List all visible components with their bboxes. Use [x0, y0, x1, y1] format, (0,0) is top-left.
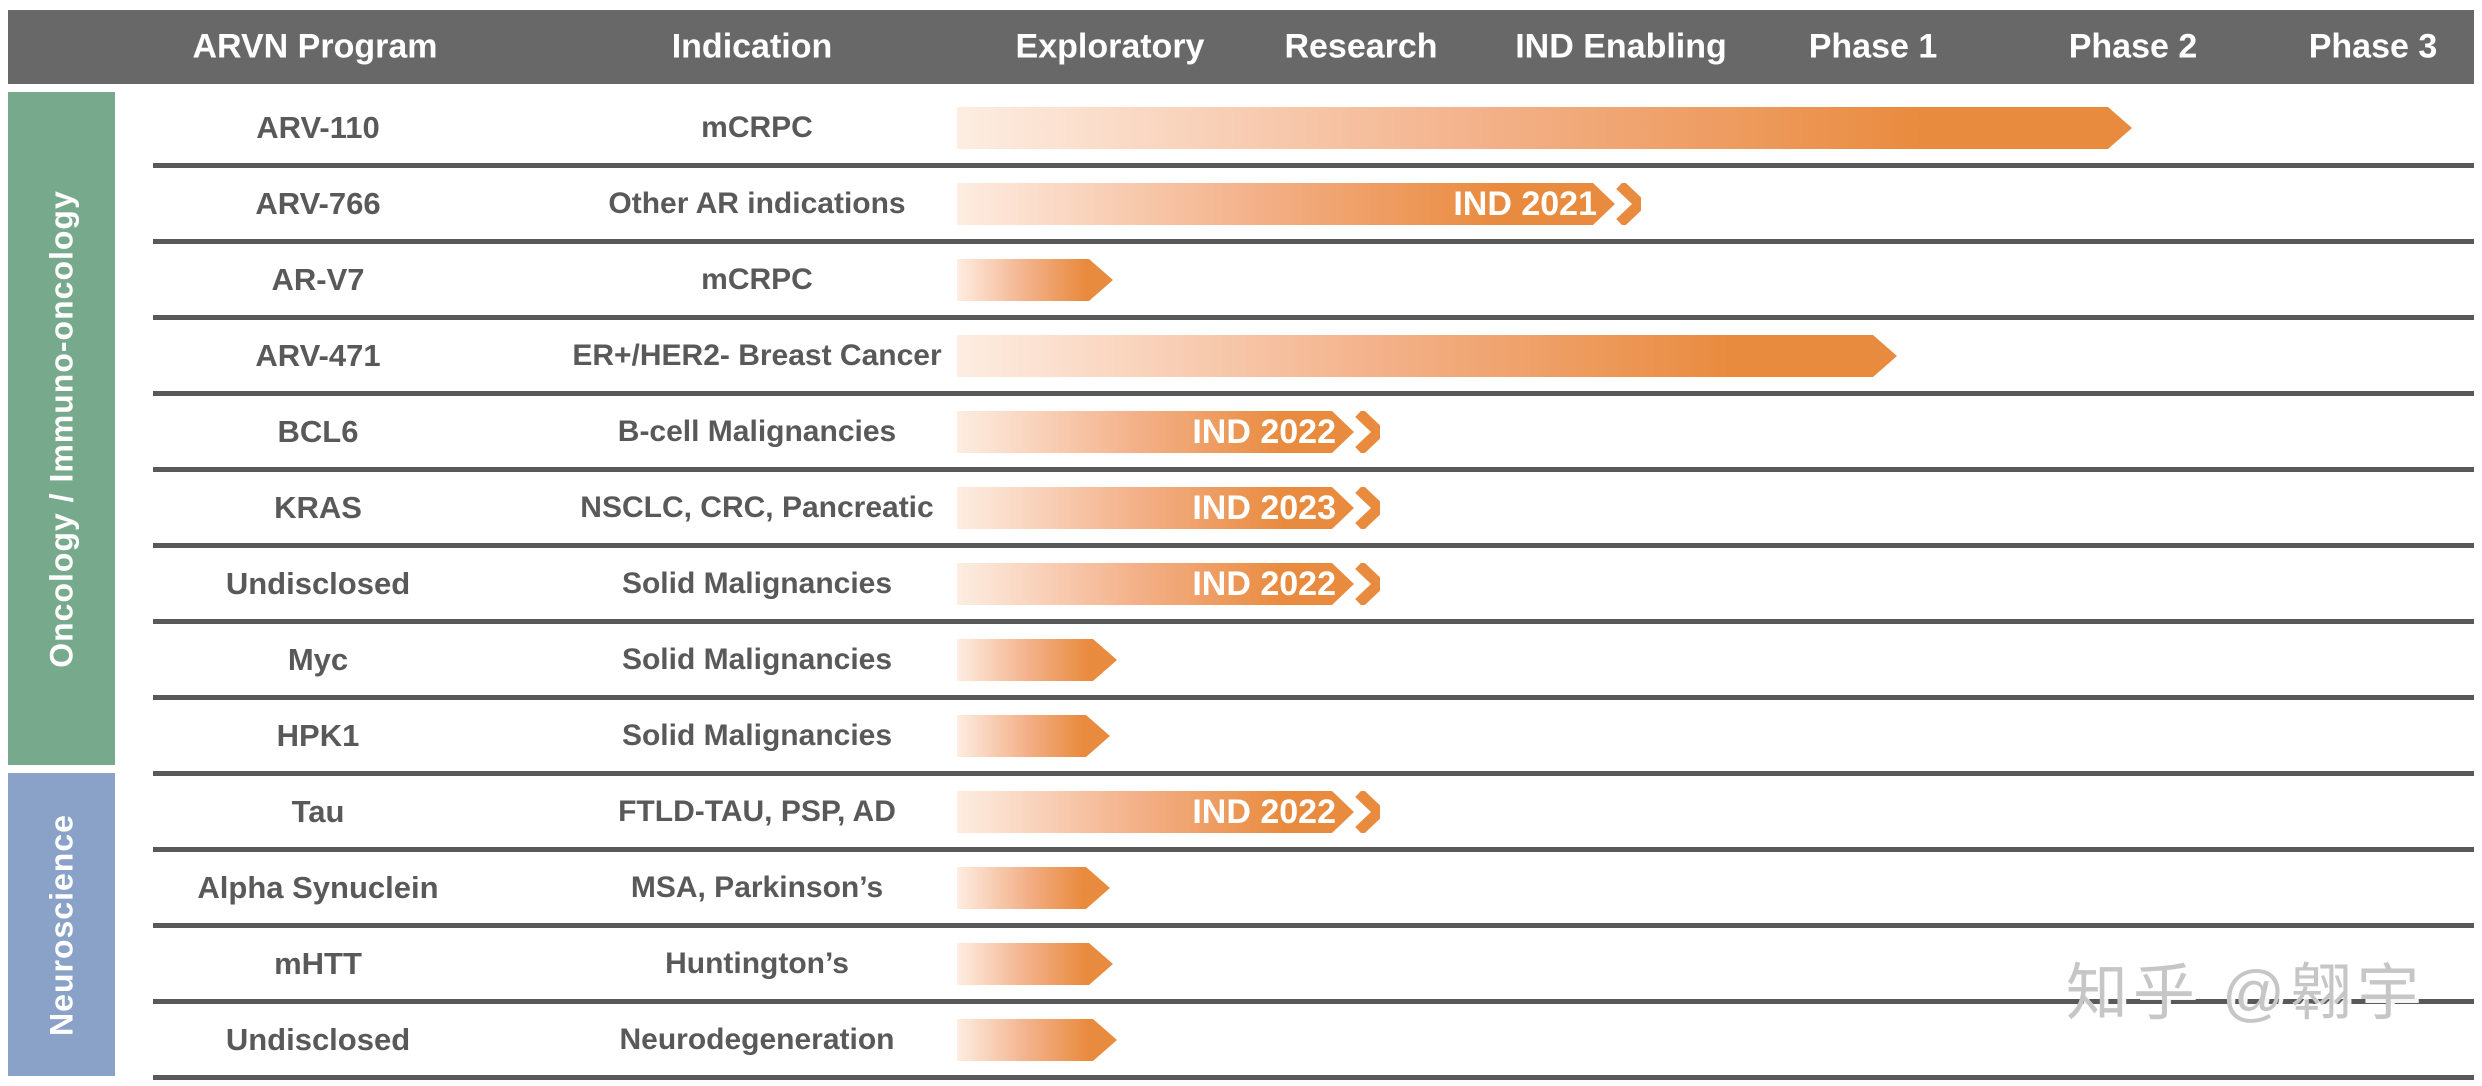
- ind-milestone-label: IND 2022: [1192, 793, 1336, 831]
- program-name: AR-V7: [271, 261, 365, 297]
- progress-arrow: [957, 259, 1113, 301]
- indication: Other AR indications: [608, 186, 906, 220]
- category-label-neuroscience: Neuroscience: [43, 813, 79, 1036]
- progress-arrow-with-milestone: IND 2021: [957, 183, 1641, 225]
- indication: Solid Malignancies: [621, 718, 893, 752]
- progress-arrow: [957, 335, 1897, 377]
- pipeline-row: Myc Solid Malignancies: [153, 624, 2474, 700]
- progress-arrow: [957, 1019, 1117, 1061]
- arrow-tip-chevron-icon: [1355, 791, 1380, 833]
- pipeline-row: Alpha Synuclein MSA, Parkinson’s: [153, 852, 2474, 928]
- program-name: mHTT: [274, 945, 362, 981]
- header-bar: ARVN Program Indication Exploratory Rese…: [8, 10, 2474, 84]
- indication: Huntington’s: [665, 946, 849, 980]
- pipeline-rows: ARV-110 mCRPC ARV-766 Other AR indicatio…: [153, 92, 2474, 1080]
- header-column-phase-3: Phase 3: [2308, 27, 2438, 66]
- program-name: Alpha Synuclein: [197, 869, 439, 905]
- progress-arrow-with-milestone: IND 2022: [957, 791, 1380, 833]
- arrow-tip-chevron-icon: [1355, 411, 1380, 453]
- program-name: HPK1: [276, 717, 360, 753]
- program-name: ARV-471: [255, 337, 381, 373]
- pipeline-row: ARV-110 mCRPC: [153, 92, 2474, 168]
- progress-arrow: [957, 867, 1110, 909]
- header-column-program: ARVN Program: [192, 27, 438, 66]
- pipeline-row: HPK1 Solid Malignancies: [153, 700, 2474, 776]
- indication: MSA, Parkinson’s: [630, 870, 884, 904]
- progress-arrow-with-milestone: IND 2023: [957, 487, 1380, 529]
- ind-milestone-label: IND 2023: [1192, 489, 1336, 527]
- progress-arrow: [957, 715, 1110, 757]
- progress-arrow-with-milestone: IND 2022: [957, 411, 1380, 453]
- progress-arrow: [957, 943, 1113, 985]
- progress-arrow: [957, 639, 1117, 681]
- pipeline-row: mHTT Huntington’s: [153, 928, 2474, 1004]
- header-column-phase-2: Phase 2: [2068, 27, 2198, 66]
- pipeline-row: ARV-766 Other AR indications IND 2021: [153, 168, 2474, 244]
- header-column-research: Research: [1284, 27, 1438, 66]
- pipeline-row: AR-V7 mCRPC: [153, 244, 2474, 320]
- category-band-oncology: Oncology / Immuno-oncology: [8, 92, 115, 765]
- program-name: ARV-110: [256, 109, 380, 145]
- pipeline-row: ARV-471 ER+/HER2- Breast Cancer: [153, 320, 2474, 396]
- header-column-exploratory: Exploratory: [1015, 27, 1205, 66]
- program-name: Tau: [291, 793, 345, 829]
- pipeline-row: BCL6 B-cell Malignancies IND 2022: [153, 396, 2474, 472]
- category-band-neuroscience: Neuroscience: [8, 773, 115, 1076]
- pipeline-row: Undisclosed Solid Malignancies IND 2022: [153, 548, 2474, 624]
- indication: B-cell Malignancies: [617, 414, 897, 448]
- arrow-tip-chevron-icon: [1616, 183, 1641, 225]
- program-name: ARV-766: [255, 185, 381, 221]
- indication: ER+/HER2- Breast Cancer: [572, 338, 942, 372]
- ind-milestone-label: IND 2022: [1192, 413, 1336, 451]
- pipeline-row: Tau FTLD-TAU, PSP, AD IND 2022: [153, 776, 2474, 852]
- program-name: Myc: [287, 641, 349, 677]
- progress-arrow-with-milestone: IND 2022: [957, 563, 1380, 605]
- ind-milestone-label: IND 2022: [1192, 565, 1336, 603]
- indication: mCRPC: [701, 110, 813, 144]
- header-column-phase-1: Phase 1: [1808, 27, 1938, 66]
- progress-arrow: [957, 107, 2132, 149]
- indication: Solid Malignancies: [621, 566, 893, 600]
- program-name: Undisclosed: [225, 565, 411, 601]
- ind-milestone-label: IND 2021: [1453, 185, 1597, 223]
- indication: NSCLC, CRC, Pancreatic: [580, 490, 934, 524]
- indication: Neurodegeneration: [619, 1022, 895, 1056]
- program-name: KRAS: [274, 489, 362, 525]
- pipeline-row: Undisclosed Neurodegeneration: [153, 1004, 2474, 1080]
- arrow-tip-chevron-icon: [1355, 487, 1380, 529]
- arrow-tip-chevron-icon: [1355, 563, 1380, 605]
- program-name: Undisclosed: [225, 1021, 411, 1057]
- program-name: BCL6: [277, 413, 359, 449]
- header-column-indication: Indication: [671, 27, 833, 66]
- indication: Solid Malignancies: [621, 642, 893, 676]
- indication: FTLD-TAU, PSP, AD: [618, 794, 896, 828]
- pipeline-row: KRAS NSCLC, CRC, Pancreatic IND 2023: [153, 472, 2474, 548]
- category-label-oncology: Oncology / Immuno-oncology: [43, 189, 79, 668]
- indication: mCRPC: [701, 262, 813, 296]
- watermark: 知乎 @翱宇: [2065, 959, 2424, 1028]
- header-column-ind-enabling: IND Enabling: [1515, 27, 1727, 66]
